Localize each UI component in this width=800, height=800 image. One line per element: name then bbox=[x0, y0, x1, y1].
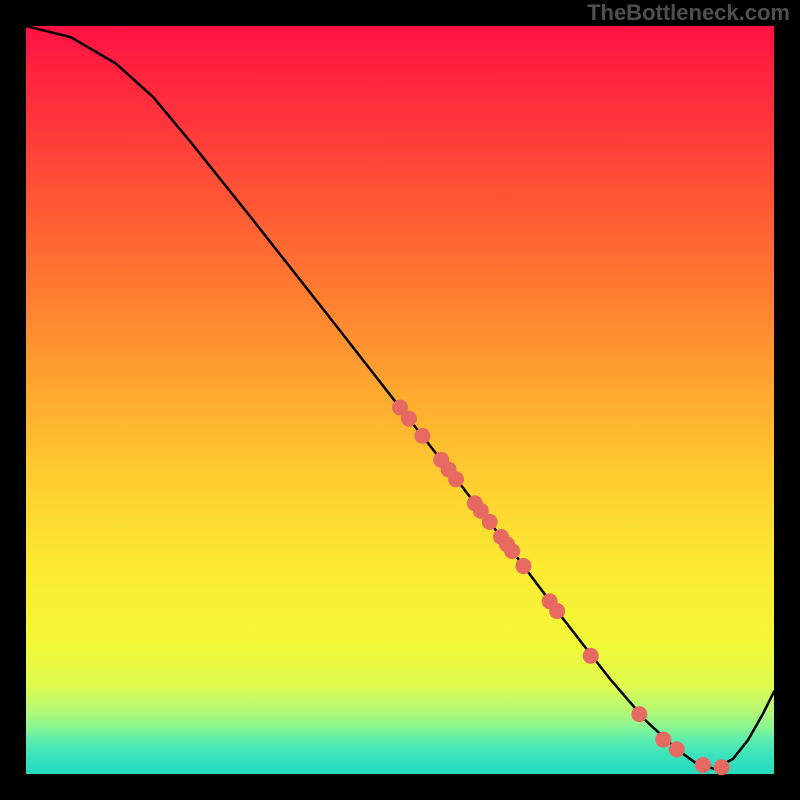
data-point-marker bbox=[714, 760, 729, 775]
data-point-marker bbox=[550, 603, 565, 618]
data-point-marker bbox=[695, 758, 710, 773]
data-point-marker bbox=[632, 707, 647, 722]
data-point-marker bbox=[415, 428, 430, 443]
bottleneck-chart bbox=[0, 0, 800, 800]
data-point-marker bbox=[505, 544, 520, 559]
data-point-marker bbox=[656, 732, 671, 747]
data-point-marker bbox=[401, 411, 416, 426]
data-point-marker bbox=[669, 742, 684, 757]
data-point-marker bbox=[449, 472, 464, 487]
data-point-marker bbox=[583, 648, 598, 663]
data-point-marker bbox=[482, 514, 497, 529]
data-point-marker bbox=[516, 559, 531, 574]
watermark-text: TheBottleneck.com bbox=[587, 0, 790, 26]
